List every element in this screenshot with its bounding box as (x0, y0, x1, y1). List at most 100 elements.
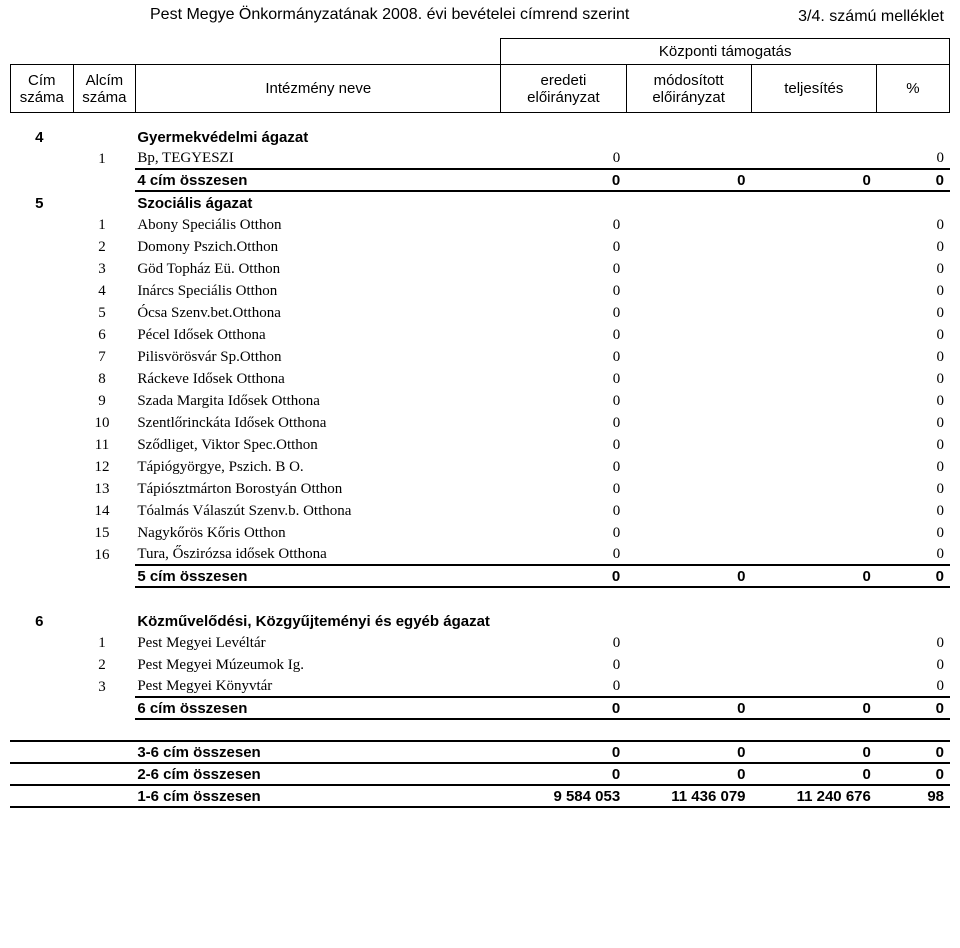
row-name: Inárcs Speciális Otthon (135, 279, 501, 301)
row-v4: 0 (877, 301, 950, 323)
row-v2 (626, 543, 751, 565)
section-title: Szociális ágazat (135, 191, 501, 213)
hdr-blank (11, 39, 74, 65)
row-name: Pilisvörösvár Sp.Otthon (135, 345, 501, 367)
sum-v4: 0 (877, 697, 950, 719)
table-row: 7Pilisvörösvár Sp.Otthon00 (10, 345, 950, 367)
row-name: Domony Pszich.Otthon (135, 235, 501, 257)
row-v3 (752, 653, 877, 675)
row-v2 (626, 455, 751, 477)
row-v1: 0 (501, 499, 626, 521)
table-row: 11Sződliget, Viktor Spec.Otthon00 (10, 433, 950, 455)
row-v1: 0 (501, 301, 626, 323)
grand-v3: 0 (752, 763, 877, 785)
grand-label: 2-6 cím összesen (135, 763, 501, 785)
row-v1: 0 (501, 235, 626, 257)
grand-v4: 0 (877, 763, 950, 785)
table-row: 1Pest Megyei Levéltár00 (10, 631, 950, 653)
row-name: Abony Speciális Otthon (135, 213, 501, 235)
row-v2 (626, 389, 751, 411)
row-v2 (626, 433, 751, 455)
row-v3 (752, 213, 877, 235)
row-v2 (626, 235, 751, 257)
row-v4: 0 (877, 323, 950, 345)
row-name: Pécel Idősek Otthona (135, 323, 501, 345)
alcim: 14 (73, 499, 136, 521)
alcim: 5 (73, 301, 136, 323)
row-v2 (626, 631, 751, 653)
row-v1: 0 (501, 147, 626, 169)
section-title: Közművelődési, Közgyűjteményi és egyéb á… (135, 609, 501, 631)
row-v2 (626, 279, 751, 301)
row-v1: 0 (501, 345, 626, 367)
table-row: 3Pest Megyei Könyvtár00 (10, 675, 950, 697)
row-v4: 0 (877, 411, 950, 433)
sum-v3: 0 (752, 169, 877, 191)
row-v2 (626, 345, 751, 367)
row-v2 (626, 301, 751, 323)
row-v3 (752, 323, 877, 345)
grand-v4: 98 (877, 785, 950, 807)
row-v4: 0 (877, 213, 950, 235)
row-v3 (752, 257, 877, 279)
row-name: Ráckeve Idősek Otthona (135, 367, 501, 389)
row-v4: 0 (877, 367, 950, 389)
hdr-blank (73, 39, 136, 65)
row-v3 (752, 279, 877, 301)
row-v3 (752, 499, 877, 521)
alcim: 8 (73, 367, 136, 389)
row-v1: 0 (501, 675, 626, 697)
row-v2 (626, 411, 751, 433)
sum-v4: 0 (877, 169, 950, 191)
grand-v2: 11 436 079 (626, 785, 751, 807)
hdr-eredeti: eredeti előirányzat (501, 65, 626, 113)
grand-v1: 0 (501, 741, 626, 763)
section-5-head: 5 Szociális ágazat (10, 191, 950, 213)
section-6-head: 6 Közművelődési, Közgyűjteményi és egyéb… (10, 609, 950, 631)
cim-number: 4 (10, 125, 73, 147)
row-name: Tápiósztmárton Borostyán Otthon (135, 477, 501, 499)
row-name: Pest Megyei Levéltár (135, 631, 501, 653)
row-v3 (752, 521, 877, 543)
row-v2 (626, 675, 751, 697)
row-name: Ócsa Szenv.bet.Otthona (135, 301, 501, 323)
row-name: Pest Megyei Múzeumok Ig. (135, 653, 501, 675)
row-v3 (752, 631, 877, 653)
table-row: 2Pest Megyei Múzeumok Ig.00 (10, 653, 950, 675)
row-v4: 0 (877, 543, 950, 565)
row-v1: 0 (501, 389, 626, 411)
row-v3 (752, 675, 877, 697)
table-row: 15Nagykőrös Kőris Otthon00 (10, 521, 950, 543)
row-v4: 0 (877, 675, 950, 697)
sum-v2: 0 (626, 565, 751, 587)
hdr-percent: % (876, 65, 949, 113)
row-name: Tura, Őszirózsa idősek Otthona (135, 543, 501, 565)
table-row: 6Pécel Idősek Otthona00 (10, 323, 950, 345)
grand-v2: 0 (626, 741, 751, 763)
alcim: 1 (73, 631, 136, 653)
hdr-blank (136, 39, 501, 65)
row-v1: 0 (501, 213, 626, 235)
grand-v4: 0 (877, 741, 950, 763)
row-name: Tápiógyörgye, Pszich. B O. (135, 455, 501, 477)
row-v2 (626, 323, 751, 345)
sum-v2: 0 (626, 169, 751, 191)
sum-v3: 0 (752, 565, 877, 587)
alcim: 10 (73, 411, 136, 433)
header-table: Központi támogatás Cím száma Alcím száma… (10, 38, 950, 113)
row-v4: 0 (877, 499, 950, 521)
alcim: 9 (73, 389, 136, 411)
alcim: 16 (73, 543, 136, 565)
table-row: 16Tura, Őszirózsa idősek Otthona00 (10, 543, 950, 565)
row-v1: 0 (501, 367, 626, 389)
row-v2 (626, 257, 751, 279)
row-v4: 0 (877, 235, 950, 257)
sum-label: 4 cím összesen (135, 169, 501, 191)
table-row: 2Domony Pszich.Otthon00 (10, 235, 950, 257)
sum-v1: 0 (501, 169, 626, 191)
row-v4: 0 (877, 521, 950, 543)
row-v1: 0 (501, 433, 626, 455)
row-v1: 0 (501, 257, 626, 279)
alcim: 3 (73, 257, 136, 279)
row-name: Tóalmás Válaszút Szenv.b. Otthona (135, 499, 501, 521)
